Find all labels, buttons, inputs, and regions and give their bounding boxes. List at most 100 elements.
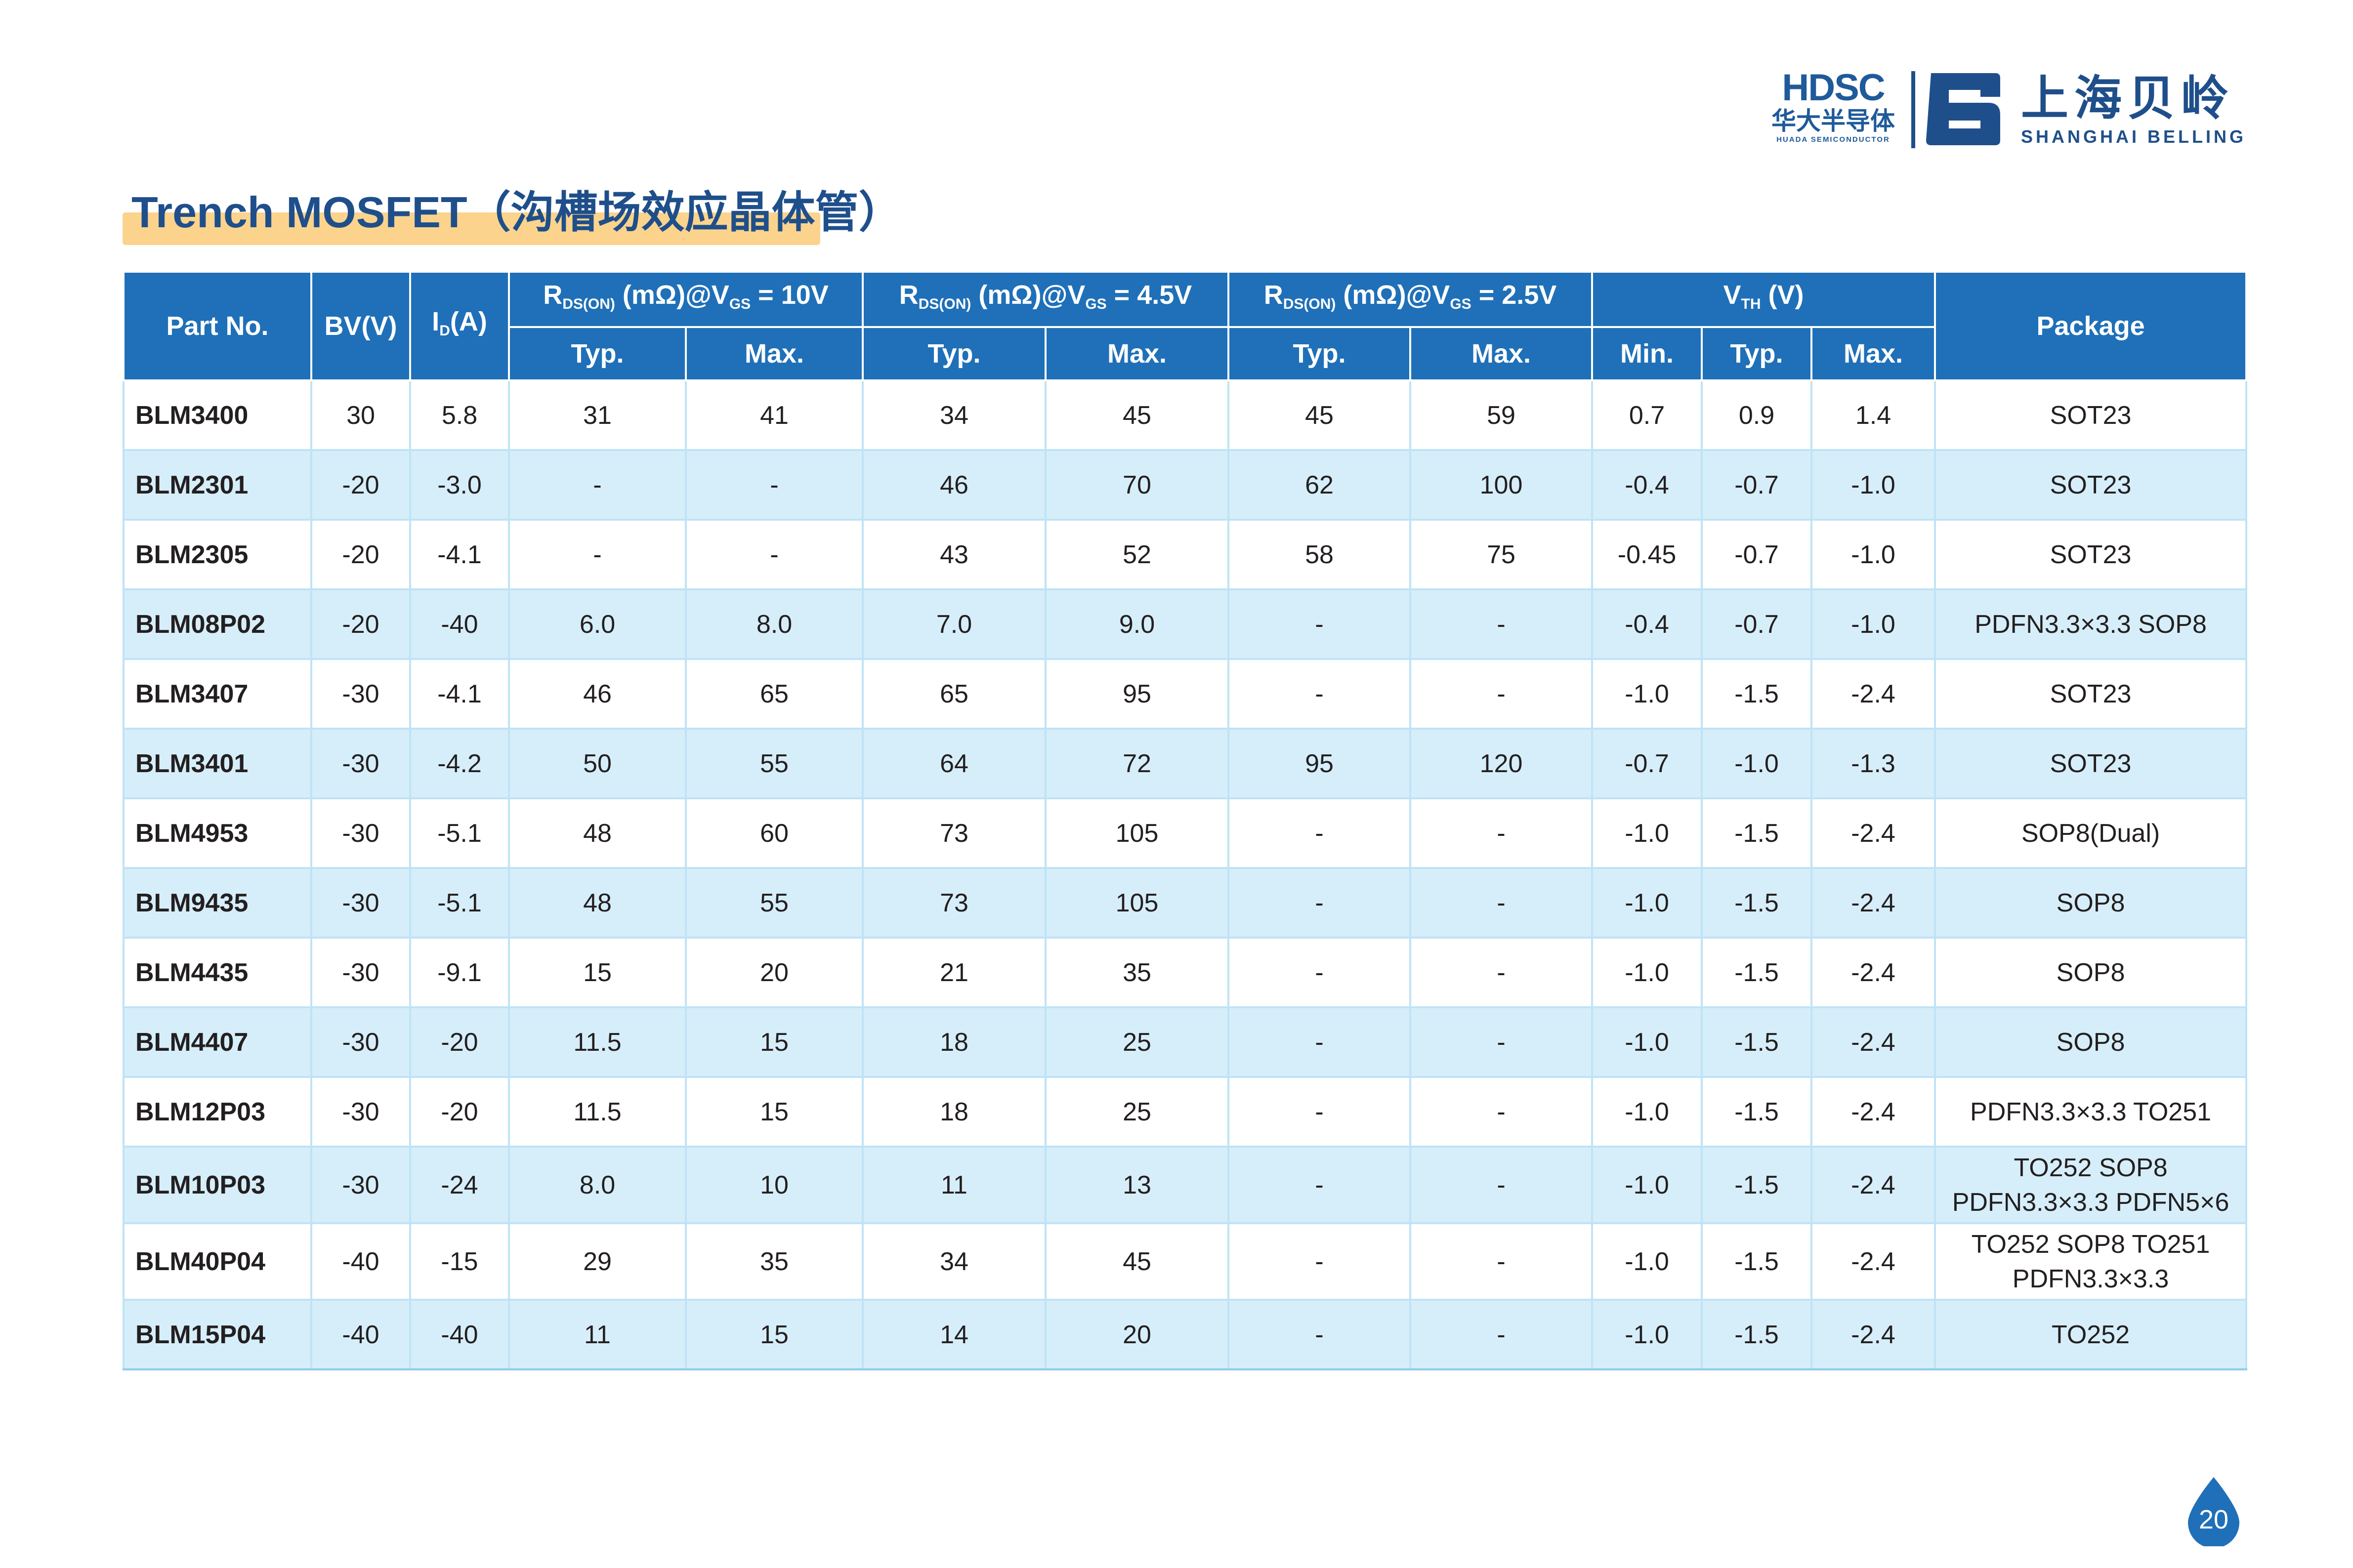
cell-r10-typ: -: [508, 519, 687, 590]
cell-id: -4.1: [409, 519, 510, 590]
cell-r25-typ: -: [1227, 588, 1412, 660]
cell-vth-min: -1.0: [1591, 658, 1703, 730]
cell-part: BLM12P03: [123, 1076, 312, 1148]
package-line: PDFN3.3×3.3: [2012, 1264, 2169, 1293]
cell-vth-min: -1.0: [1591, 937, 1703, 1008]
cell-package: TO252: [1934, 1299, 2248, 1370]
header-id: ID(A): [409, 271, 510, 381]
cell-part: BLM9435: [123, 867, 312, 939]
cell-r25-max: -: [1409, 867, 1594, 939]
cell-r45-max: 35: [1044, 937, 1230, 1008]
cell-r45-max: 95: [1044, 658, 1230, 730]
cell-r10-typ: 48: [508, 867, 687, 939]
table-row: BLM4953 -30 -5.1 48 60 73 105 - - -1.0 -…: [123, 797, 2248, 869]
cell-vth-typ: -0.7: [1701, 588, 1813, 660]
cell-vth-max: -2.4: [1810, 1299, 1936, 1370]
table-row: BLM2301 -20 -3.0 - - 46 70 62 100 -0.4 -…: [123, 449, 2248, 521]
cell-package: SOP8(Dual): [1934, 797, 2248, 869]
cell-r10-max: 55: [685, 728, 864, 799]
cell-r45-typ: 43: [862, 519, 1047, 590]
cell-r10-max: 10: [685, 1146, 864, 1224]
cell-bv: -20: [310, 449, 411, 521]
cell-r10-max: 35: [685, 1222, 864, 1301]
header-r10-max: Max.: [685, 326, 864, 381]
cell-r45-max: 25: [1044, 1006, 1230, 1078]
cell-vth-max: -2.4: [1810, 937, 1936, 1008]
cell-bv: -30: [310, 1006, 411, 1078]
header-vth: VTH (V): [1591, 271, 1936, 328]
cell-vth-max: -2.4: [1810, 1006, 1936, 1078]
cell-r10-typ: 46: [508, 658, 687, 730]
cell-bv: -30: [310, 937, 411, 1008]
cell-vth-typ: -1.5: [1701, 658, 1813, 730]
cell-r10-max: 15: [685, 1076, 864, 1148]
cell-r45-typ: 46: [862, 449, 1047, 521]
cell-r25-typ: 95: [1227, 728, 1412, 799]
cell-vth-min: -0.4: [1591, 449, 1703, 521]
cell-r10-max: 15: [685, 1299, 864, 1370]
cell-r45-typ: 73: [862, 867, 1047, 939]
cell-id: -3.0: [409, 449, 510, 521]
cell-r45-typ: 11: [862, 1146, 1047, 1224]
cell-r10-max: 41: [685, 379, 864, 451]
cell-r45-max: 105: [1044, 867, 1230, 939]
cell-r25-typ: -: [1227, 1222, 1412, 1301]
cell-part: BLM08P02: [123, 588, 312, 660]
cell-r10-max: 8.0: [685, 588, 864, 660]
cell-bv: -40: [310, 1299, 411, 1370]
cell-id: -20: [409, 1006, 510, 1078]
cell-r10-max: -: [685, 449, 864, 521]
table-row: BLM2305 -20 -4.1 - - 43 52 58 75 -0.45 -…: [123, 519, 2248, 590]
header-r45-typ: Typ.: [862, 326, 1047, 381]
cell-bv: -30: [310, 1076, 411, 1148]
cell-r45-max: 52: [1044, 519, 1230, 590]
belling-logo-en: SHANGHAI BELLING: [2021, 126, 2246, 147]
cell-r45-typ: 18: [862, 1076, 1047, 1148]
header-vth-max: Max.: [1810, 326, 1936, 381]
package-line: PDFN3.3×3.3 PDFN5×6: [1952, 1188, 2229, 1217]
cell-r25-max: -: [1409, 1076, 1594, 1148]
cell-r25-typ: 45: [1227, 379, 1412, 451]
cell-package: SOP8: [1934, 867, 2248, 939]
cell-r10-typ: 50: [508, 728, 687, 799]
cell-r10-typ: 29: [508, 1222, 687, 1301]
table-row: BLM4435 -30 -9.1 15 20 21 35 - - -1.0 -1…: [123, 937, 2248, 1008]
page-number: 20: [2198, 1505, 2229, 1534]
logo-divider: [1911, 71, 1915, 148]
belling-logo-icon: [1926, 73, 2000, 145]
cell-r45-max: 45: [1044, 379, 1230, 451]
table-row: BLM3400 30 5.8 31 41 34 45 45 59 0.7 0.9…: [123, 379, 2248, 451]
package-line: TO252 SOP8: [2014, 1153, 2168, 1182]
header-rds-10v: RDS(ON) (mΩ)@VGS = 10V: [508, 271, 864, 328]
cell-r10-typ: 48: [508, 797, 687, 869]
cell-package: SOT23: [1934, 519, 2248, 590]
cell-r25-max: -: [1409, 1299, 1594, 1370]
cell-id: -40: [409, 588, 510, 660]
cell-vth-min: -0.7: [1591, 728, 1703, 799]
cell-part: BLM3407: [123, 658, 312, 730]
cell-vth-typ: -1.5: [1701, 1299, 1813, 1370]
cell-r25-typ: -: [1227, 1146, 1412, 1224]
cell-vth-typ: -1.0: [1701, 728, 1813, 799]
cell-package: TO252 SOP8 PDFN3.3×3.3 PDFN5×6: [1934, 1146, 2248, 1224]
cell-r10-typ: 11: [508, 1299, 687, 1370]
cell-vth-max: -2.4: [1810, 1222, 1936, 1301]
cell-id: -24: [409, 1146, 510, 1224]
table-row: BLM3401 -30 -4.2 50 55 64 72 95 120 -0.7…: [123, 728, 2248, 799]
cell-vth-min: -0.45: [1591, 519, 1703, 590]
cell-r10-max: -: [685, 519, 864, 590]
cell-package: PDFN3.3×3.3 SOP8: [1934, 588, 2248, 660]
cell-id: -5.1: [409, 797, 510, 869]
cell-vth-max: -2.4: [1810, 1146, 1936, 1224]
cell-r25-typ: -: [1227, 867, 1412, 939]
cell-part: BLM40P04: [123, 1222, 312, 1301]
header-rds-4v5: RDS(ON) (mΩ)@VGS = 4.5V: [861, 271, 1230, 328]
cell-r45-max: 13: [1044, 1146, 1230, 1224]
cell-r25-typ: -: [1227, 1299, 1412, 1370]
page-number-drop-icon: [2188, 1477, 2239, 1546]
cell-vth-max: -2.4: [1810, 1076, 1936, 1148]
cell-r10-max: 60: [685, 797, 864, 869]
table-row: BLM40P04 -40 -15 29 35 34 45 - - -1.0 -1…: [123, 1222, 2248, 1301]
header-vth-typ: Typ.: [1701, 326, 1813, 381]
cell-vth-typ: -1.5: [1701, 1076, 1813, 1148]
